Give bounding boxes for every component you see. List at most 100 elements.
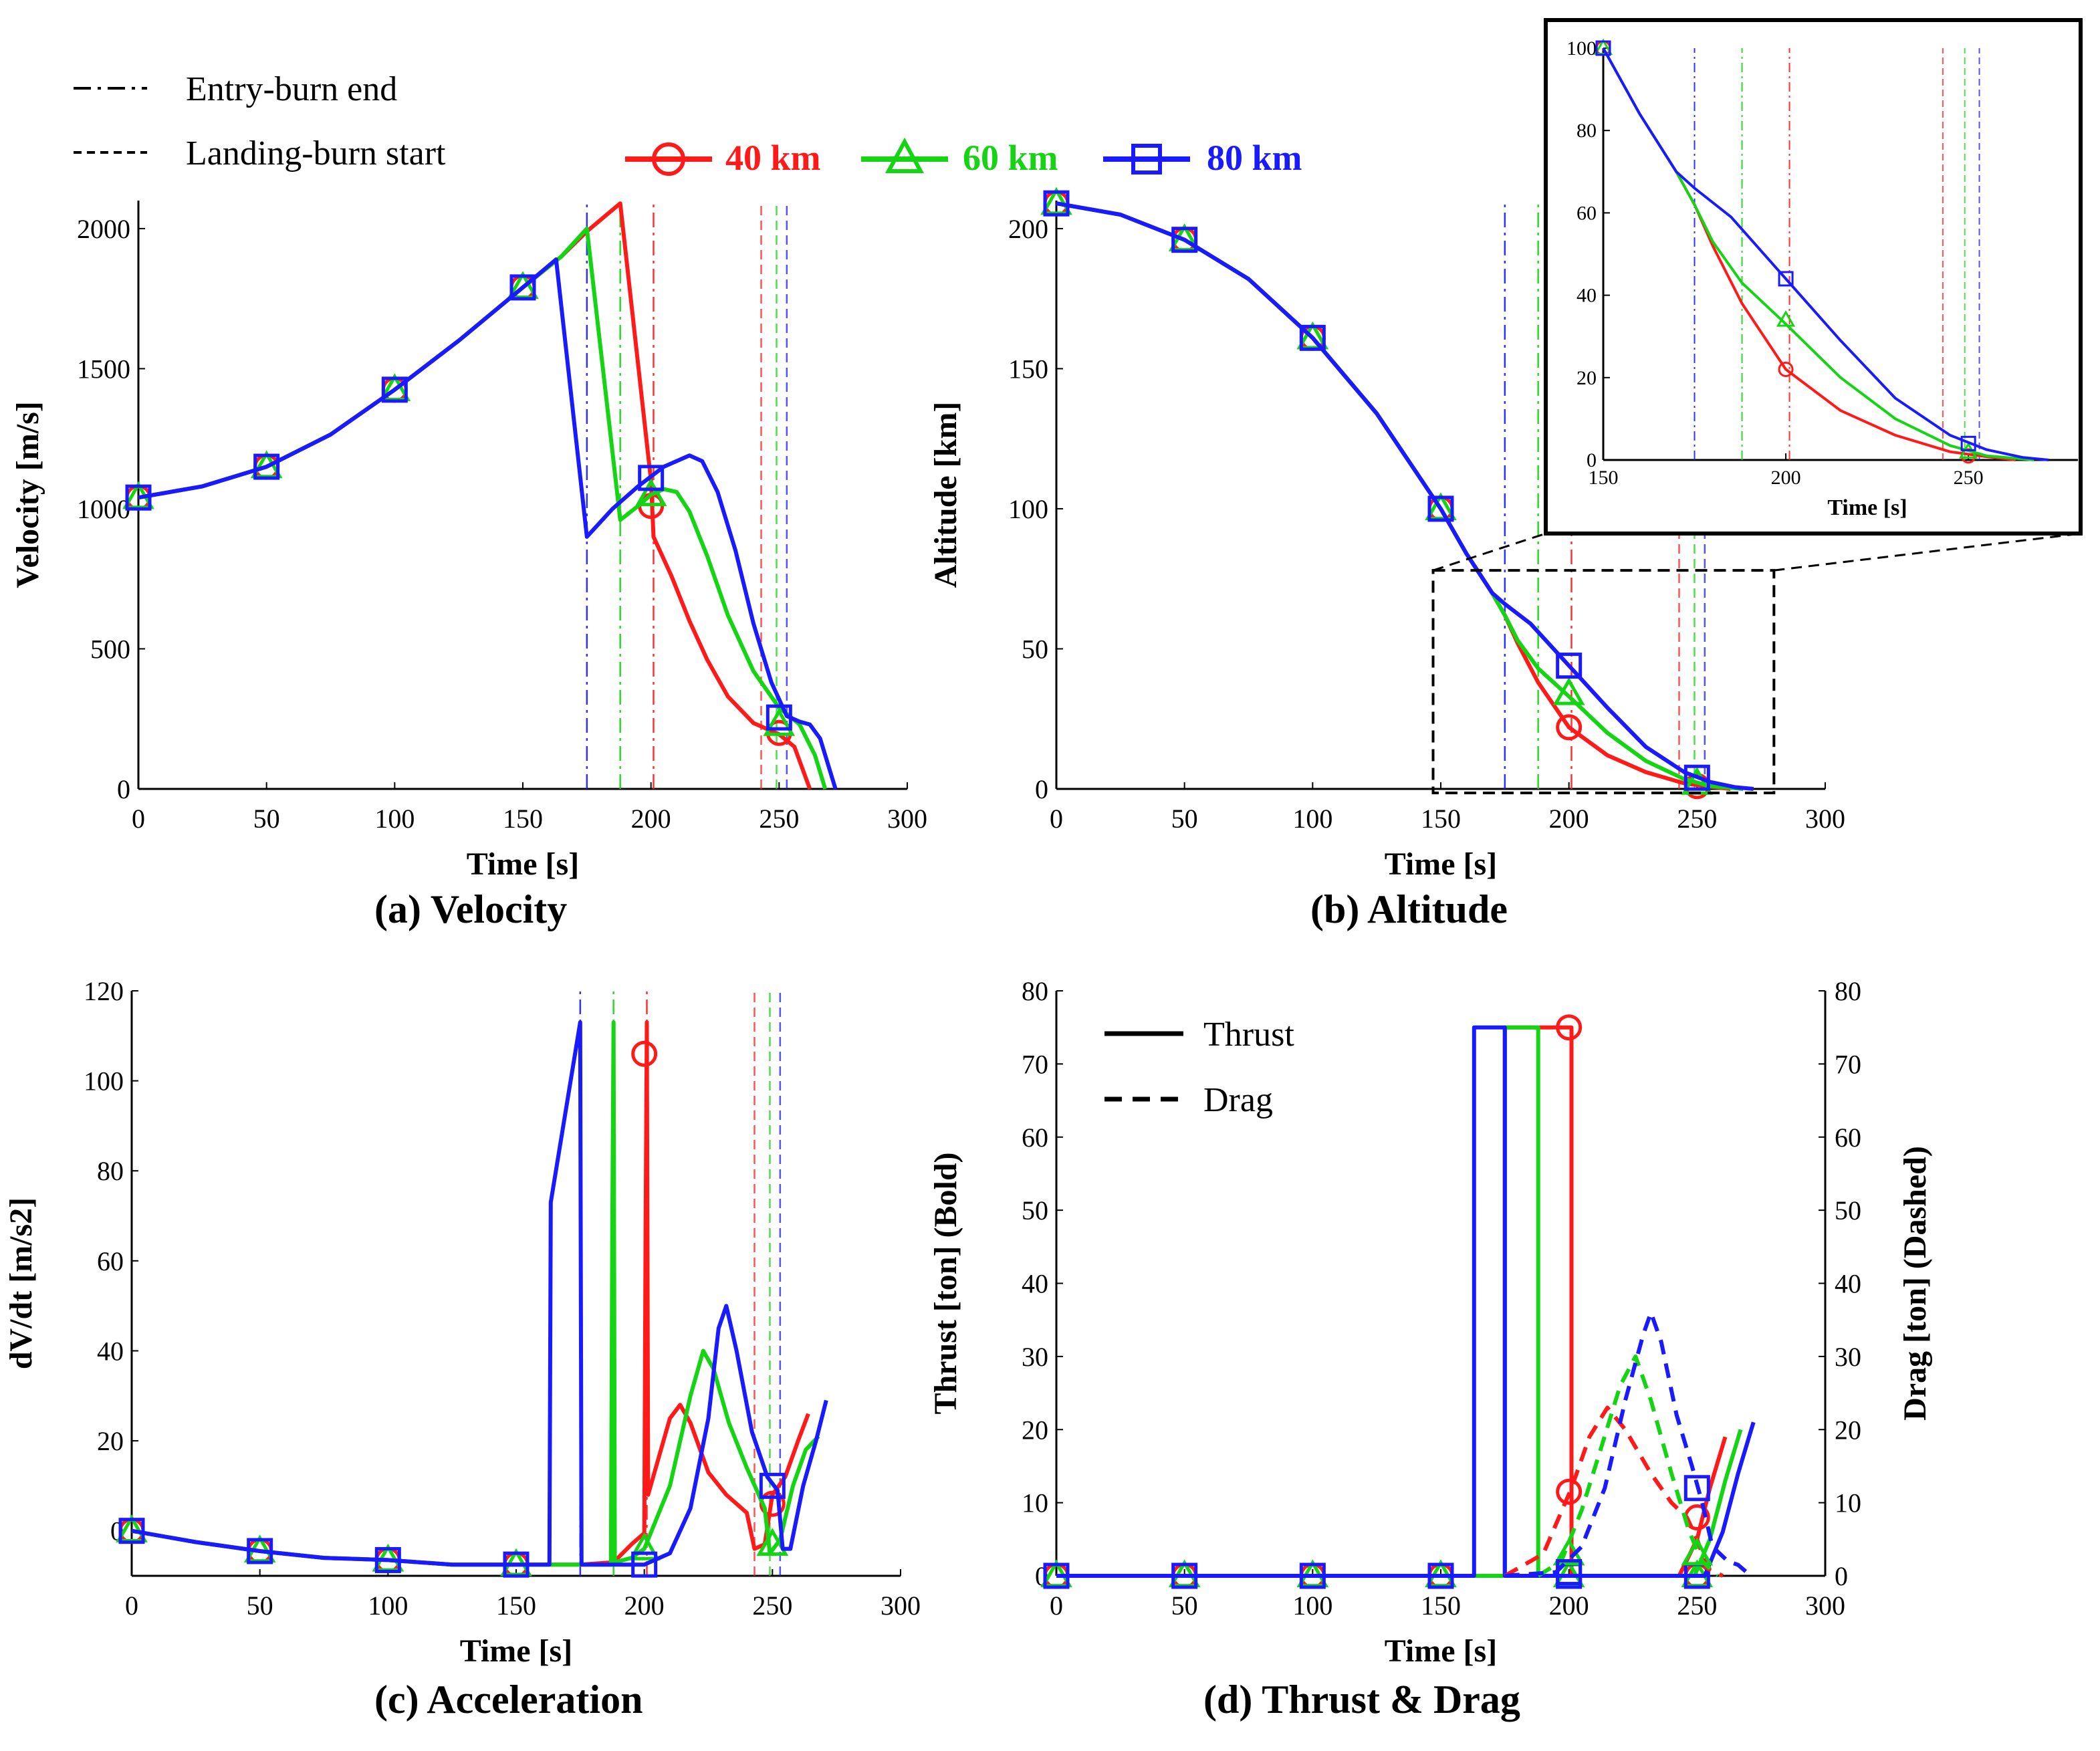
- series-marker-80km: [1960, 435, 1976, 451]
- series-line-80km: [1056, 201, 1754, 791]
- series-marker-80km: [118, 1518, 145, 1544]
- y-axis-label-right: Drag [ton] (Dashed): [1897, 1146, 1933, 1421]
- y-tick-label: 120: [84, 976, 124, 1006]
- y-tick-label-right: 0: [1835, 1561, 1848, 1591]
- series-marker-40km: [1556, 1478, 1583, 1505]
- panel-caption: (d) Thrust & Drag: [1203, 1677, 1520, 1722]
- series-marker-80km: [1043, 190, 1070, 217]
- series-marker-40km: [631, 1040, 658, 1067]
- x-tick-label: 50: [253, 804, 280, 834]
- series-marker-80km: [1556, 653, 1583, 679]
- x-tick-label: 300: [887, 804, 927, 834]
- series-marker-60km: [1681, 1537, 1714, 1566]
- y-tick-label: 500: [90, 634, 130, 664]
- series-marker-80km: [631, 1551, 658, 1578]
- series-marker-60km: [628, 1532, 661, 1560]
- legend-60km-marker: [885, 137, 925, 173]
- y-tick-label: 60: [1022, 1123, 1048, 1153]
- thrust-legend-label: Thrust: [1203, 1016, 1294, 1054]
- y-tick-label: 20: [1577, 367, 1597, 389]
- y-axis-label: dV/dt [m/s2]: [3, 1197, 39, 1369]
- x-tick-label: 250: [1677, 804, 1717, 834]
- x-tick-label: 50: [1171, 1591, 1198, 1621]
- series-marker-80km: [1595, 40, 1611, 56]
- series-line-60km-thrust: [1056, 1025, 1743, 1578]
- y-tick-label: 50: [1022, 634, 1048, 664]
- x-tick-label: 0: [132, 804, 145, 834]
- x-tick-label: 0: [125, 1591, 138, 1621]
- series-marker-80km: [1427, 1562, 1454, 1589]
- series-marker-80km: [381, 376, 408, 403]
- x-axis-label: Time [s]: [467, 846, 579, 882]
- legend-40km-marker: [652, 142, 685, 176]
- x-tick-label: 200: [1549, 1591, 1589, 1621]
- x-tick-label: 0: [1050, 1591, 1063, 1621]
- series-marker-80km: [1171, 227, 1198, 253]
- x-tick-label: 100: [1292, 804, 1332, 834]
- zoom-connector-right: [1774, 532, 2081, 572]
- series-marker-80km: [509, 274, 536, 301]
- y-tick-label-right: 20: [1835, 1415, 1861, 1445]
- series-marker-60km: [756, 1528, 789, 1556]
- x-tick-label: 250: [1677, 1591, 1717, 1621]
- x-tick-label: 300: [881, 1591, 921, 1621]
- x-tick-label: 300: [1805, 1591, 1845, 1621]
- y-tick-label: 100: [1566, 37, 1597, 60]
- y-tick-label: 1000: [77, 494, 130, 524]
- zoom-rectangle: [1431, 569, 1776, 795]
- series-marker-80km: [125, 484, 152, 511]
- legend-80km-label: 80 km: [1207, 138, 1302, 178]
- series-marker-80km: [1683, 764, 1710, 791]
- x-axis-label: Time [s]: [1385, 846, 1497, 882]
- x-tick-label: 200: [631, 804, 671, 834]
- y-tick-label: 200: [1008, 214, 1048, 244]
- zoom-connector-left: [1433, 532, 1546, 572]
- y-tick-label: 60: [1577, 202, 1597, 224]
- series-marker-80km: [253, 453, 280, 480]
- x-tick-label: 150: [503, 804, 543, 834]
- x-tick-label: 50: [247, 1591, 273, 1621]
- x-tick-label: 250: [1954, 467, 1984, 489]
- y-tick-label-right: 30: [1835, 1342, 1861, 1372]
- series-marker-80km: [503, 1551, 530, 1578]
- legend-60km-label: 60 km: [963, 138, 1058, 178]
- series-line-80km-thrust: [1056, 1025, 1756, 1578]
- x-tick-label: 300: [1805, 804, 1845, 834]
- x-tick-label: 150: [1421, 1591, 1461, 1621]
- series-line-40km: [131, 1020, 810, 1567]
- series-marker-80km: [638, 465, 665, 491]
- x-tick-label: 100: [368, 1591, 408, 1621]
- y-tick-label-right: 40: [1835, 1269, 1861, 1299]
- x-axis-label: Time [s]: [1385, 1633, 1497, 1669]
- series-marker-80km: [374, 1546, 401, 1573]
- y-tick-label-right: 10: [1835, 1488, 1861, 1518]
- series-marker-80km: [1299, 1562, 1326, 1589]
- x-tick-label: 200: [1771, 467, 1801, 489]
- y-tick-label: 40: [1577, 285, 1597, 307]
- y-tick-label-right: 70: [1835, 1049, 1861, 1079]
- series-marker-80km: [1427, 495, 1454, 522]
- y-tick-label-right: 60: [1835, 1123, 1861, 1153]
- y-tick-label: 0: [1587, 449, 1597, 471]
- y-tick-label-right: 50: [1835, 1195, 1861, 1225]
- y-tick-label: 50: [1022, 1195, 1048, 1225]
- y-tick-label: 1500: [77, 354, 130, 384]
- y-axis-label: Altitude [km]: [928, 402, 963, 588]
- y-tick-label: 100: [1008, 494, 1048, 524]
- y-tick-label: 0: [1035, 774, 1048, 804]
- x-tick-label: 50: [1171, 804, 1198, 834]
- x-tick-label: 250: [752, 1591, 792, 1621]
- y-tick-label: 30: [1022, 1342, 1048, 1372]
- panel-velocity: 0 50 100 150 200 250 300 0 500 1000 1500 2000 Time […: [10, 201, 927, 931]
- series-marker-80km: [1299, 324, 1326, 351]
- series-marker-80km: [759, 1472, 786, 1499]
- series-marker-80km: [1556, 1559, 1583, 1586]
- entry-burn-end-label: Entry-burn end: [186, 70, 397, 108]
- series-marker-80km: [1778, 271, 1794, 287]
- series-marker-60km: [1776, 310, 1796, 327]
- x-tick-label: 200: [1549, 804, 1589, 834]
- y-tick-label: 80: [1022, 976, 1048, 1006]
- y-tick-label: 2000: [77, 214, 130, 244]
